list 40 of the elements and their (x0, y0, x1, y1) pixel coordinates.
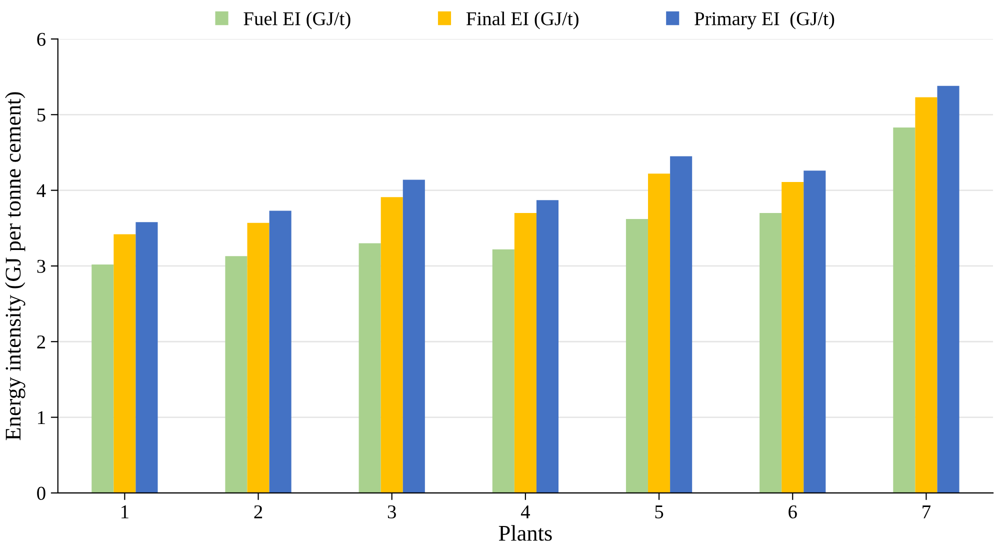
bar (670, 156, 692, 493)
y-tick-label: 2 (37, 335, 46, 348)
bar (225, 256, 248, 493)
bar (380, 197, 403, 493)
bar (514, 213, 536, 493)
legend-label: Final EI (GJ/t) (466, 12, 578, 30)
x-tick-label: 4 (520, 505, 530, 518)
bar (804, 170, 826, 493)
x-tick-label: 3 (388, 505, 396, 518)
bar (492, 249, 514, 493)
bar (915, 97, 938, 493)
y-tick-label: 6 (37, 32, 46, 46)
bar (402, 180, 425, 493)
x-tick-label: 6 (788, 505, 797, 518)
bar (269, 210, 292, 493)
bar (648, 174, 670, 493)
y-tick-label: 5 (37, 108, 46, 122)
x-tick-label: 1 (122, 505, 128, 518)
y-tick-label: 1 (38, 411, 45, 424)
bar (358, 243, 381, 493)
bar (536, 200, 559, 493)
legend-label: Fuel EI (GJ/t) (244, 12, 350, 30)
bar (782, 182, 804, 493)
x-tick-label: 2 (254, 505, 262, 518)
bar (136, 222, 158, 493)
bar (92, 264, 114, 493)
bar (937, 86, 960, 493)
y-tick-label: 3 (37, 260, 46, 273)
x-axis-title: Plants (498, 525, 552, 541)
x-tick-label: 7 (922, 506, 931, 518)
x-tick-label: 5 (655, 506, 664, 518)
legend-label: Primary EI (GJ/t) (694, 12, 834, 30)
bar (760, 213, 782, 493)
bar (247, 222, 270, 493)
y-axis-title: Energy intensity (GJ per tonne cement) (5, 92, 26, 440)
bar (114, 234, 136, 493)
y-tick-label: 0 (37, 486, 46, 500)
y-tick-label: 4 (36, 184, 46, 198)
bar (893, 128, 916, 493)
bar (626, 219, 648, 493)
